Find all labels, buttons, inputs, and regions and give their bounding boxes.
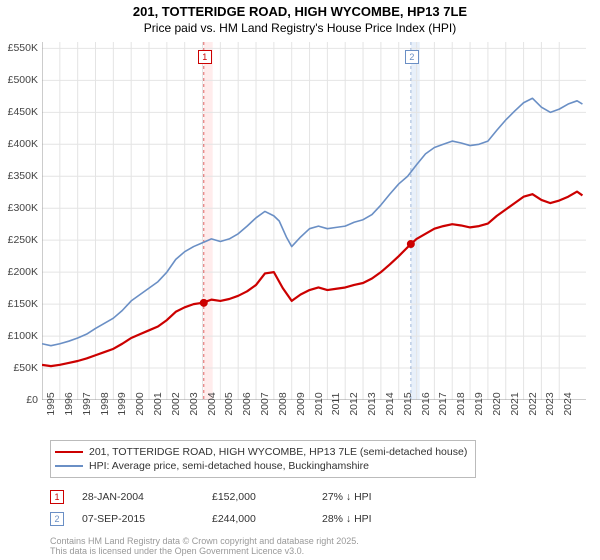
- sale-date: 07-SEP-2015: [82, 513, 212, 525]
- sale-marker-icon: 1: [50, 490, 64, 504]
- xtick-label: 2022: [527, 392, 539, 415]
- sale-price: £244,000: [212, 513, 322, 525]
- sale-row: 1 28-JAN-2004 £152,000 27% ↓ HPI: [50, 490, 402, 504]
- ytick-label: £350K: [8, 170, 38, 182]
- xtick-label: 2019: [473, 392, 485, 415]
- xtick-label: 2010: [313, 392, 325, 415]
- ytick-label: £150K: [8, 298, 38, 310]
- legend-label: HPI: Average price, semi-detached house,…: [89, 460, 369, 472]
- footer-line: This data is licensed under the Open Gov…: [50, 546, 359, 556]
- legend-item: 201, TOTTERIDGE ROAD, HIGH WYCOMBE, HP13…: [55, 445, 467, 459]
- xtick-label: 1996: [63, 392, 75, 415]
- xtick-label: 2003: [188, 392, 200, 415]
- xtick-label: 2011: [330, 393, 342, 416]
- xtick-label: 2021: [509, 392, 521, 415]
- ytick-label: £250K: [8, 234, 38, 246]
- xtick-label: 2018: [455, 392, 467, 415]
- xtick-label: 2009: [295, 392, 307, 415]
- xtick-label: 2013: [366, 392, 378, 415]
- xtick-label: 1999: [116, 392, 128, 415]
- plot-area: [42, 42, 586, 400]
- ytick-label: £100K: [8, 330, 38, 342]
- legend-item: HPI: Average price, semi-detached house,…: [55, 459, 467, 473]
- ytick-label: £50K: [13, 362, 38, 374]
- xtick-label: 2000: [134, 392, 146, 415]
- xtick-label: 2007: [259, 392, 271, 415]
- xtick-label: 2001: [152, 392, 164, 415]
- sale-marker-flag: 2: [405, 50, 419, 64]
- xtick-label: 1995: [45, 392, 57, 415]
- legend: 201, TOTTERIDGE ROAD, HIGH WYCOMBE, HP13…: [50, 440, 476, 478]
- xtick-label: 2017: [437, 392, 449, 415]
- legend-swatch: [55, 465, 83, 467]
- ytick-label: £550K: [8, 42, 38, 54]
- xtick-label: 2002: [170, 392, 182, 415]
- legend-swatch: [55, 451, 83, 453]
- sale-diff: 28% ↓ HPI: [322, 513, 402, 525]
- sale-row: 2 07-SEP-2015 £244,000 28% ↓ HPI: [50, 512, 402, 526]
- chart-container: 201, TOTTERIDGE ROAD, HIGH WYCOMBE, HP13…: [0, 0, 600, 560]
- xtick-label: 2023: [544, 392, 556, 415]
- ytick-label: £400K: [8, 138, 38, 150]
- footer-line: Contains HM Land Registry data © Crown c…: [50, 536, 359, 546]
- sale-marker-flag: 1: [198, 50, 212, 64]
- chart-title: 201, TOTTERIDGE ROAD, HIGH WYCOMBE, HP13…: [0, 0, 600, 19]
- xtick-label: 2015: [402, 392, 414, 415]
- footer: Contains HM Land Registry data © Crown c…: [50, 536, 359, 557]
- sale-price: £152,000: [212, 491, 322, 503]
- ytick-label: £500K: [8, 74, 38, 86]
- xtick-label: 1997: [81, 392, 93, 415]
- xtick-label: 2006: [241, 392, 253, 415]
- xtick-label: 2024: [562, 392, 574, 415]
- sale-date: 28-JAN-2004: [82, 491, 212, 503]
- xtick-label: 1998: [99, 392, 111, 415]
- legend-label: 201, TOTTERIDGE ROAD, HIGH WYCOMBE, HP13…: [89, 446, 467, 458]
- ytick-label: £300K: [8, 202, 38, 214]
- ytick-label: £200K: [8, 266, 38, 278]
- xtick-label: 2008: [277, 392, 289, 415]
- xtick-label: 2014: [384, 392, 396, 415]
- xtick-label: 2012: [348, 392, 360, 415]
- xtick-label: 2004: [206, 392, 218, 415]
- xtick-label: 2016: [420, 392, 432, 415]
- ytick-label: £450K: [8, 106, 38, 118]
- ytick-label: £0: [26, 394, 38, 406]
- sale-diff: 27% ↓ HPI: [322, 491, 402, 503]
- chart-subtitle: Price paid vs. HM Land Registry's House …: [0, 19, 600, 39]
- xtick-label: 2020: [491, 392, 503, 415]
- xtick-label: 2005: [223, 392, 235, 415]
- sale-marker-icon: 2: [50, 512, 64, 526]
